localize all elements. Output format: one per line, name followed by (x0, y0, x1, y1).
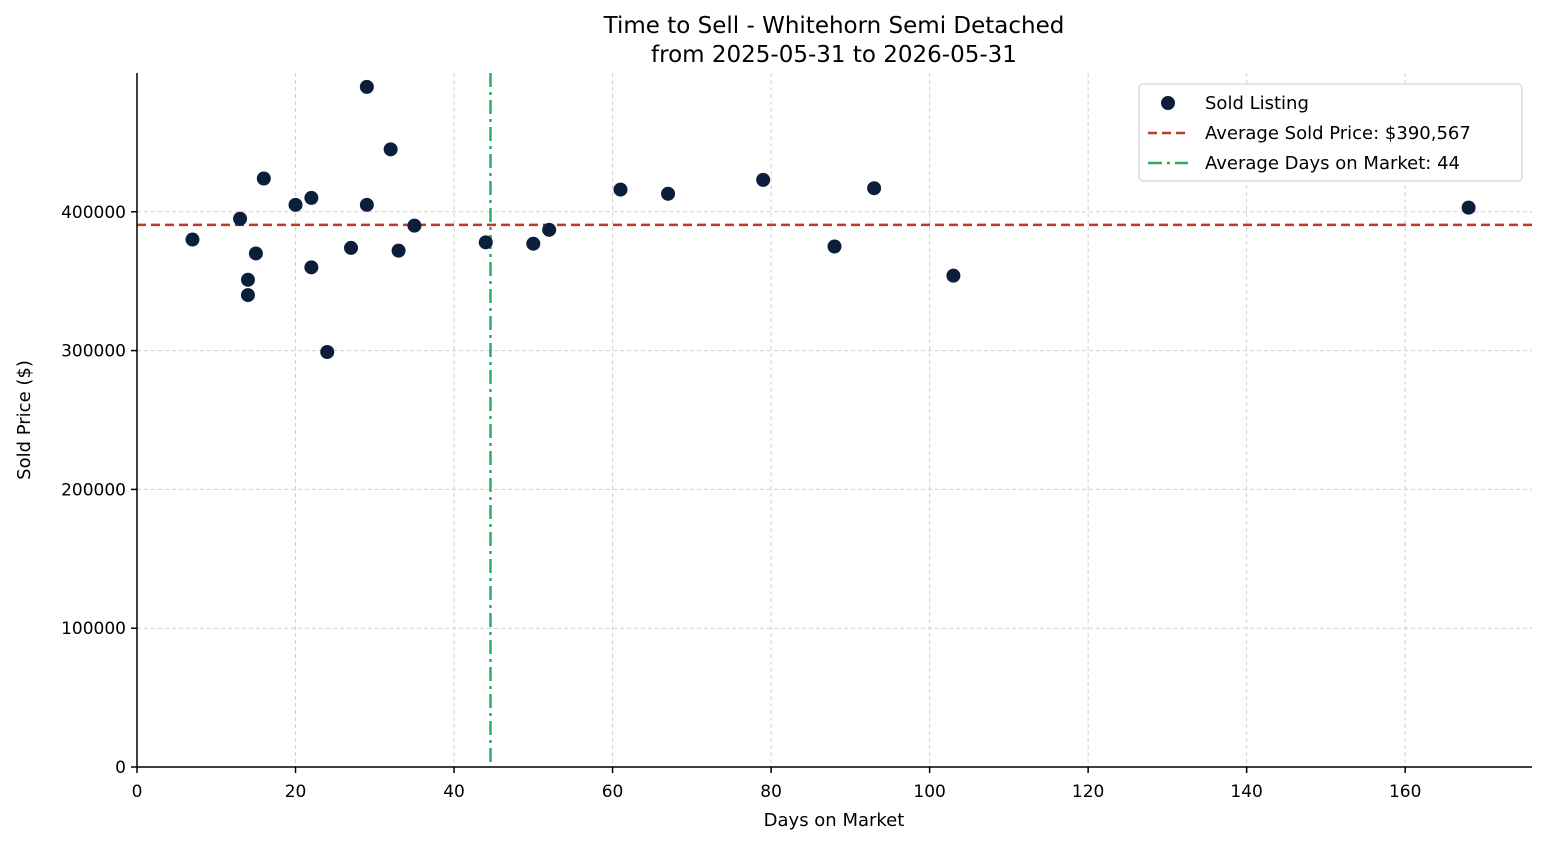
data-point (946, 268, 961, 283)
legend-box (1138, 83, 1523, 182)
data-point (320, 344, 335, 359)
x-tick-label: 160 (1389, 782, 1421, 802)
data-point (526, 236, 541, 251)
x-tick-label: 0 (132, 782, 143, 802)
y-tick-label: 100000 (61, 619, 126, 639)
y-axis-label: Sold Price ($) (14, 360, 35, 480)
x-tick-label: 120 (1072, 782, 1104, 802)
data-point (344, 240, 359, 255)
data-point (391, 243, 406, 258)
x-axis-label: Days on Market (764, 810, 905, 831)
data-point (407, 218, 422, 233)
data-point (240, 272, 255, 287)
data-point (304, 190, 319, 205)
x-tick-label: 40 (443, 782, 465, 802)
data-point (288, 197, 303, 212)
data-point (304, 260, 319, 275)
data-point (827, 239, 842, 254)
data-point (756, 172, 771, 187)
data-point (867, 181, 882, 196)
reference-lines (137, 73, 1532, 767)
legend: Sold Listing Average Sold Price: $390,56… (1138, 83, 1523, 182)
chart-title: Time to Sell - Whitehorn Semi Detached (603, 13, 1065, 39)
data-point (1461, 200, 1476, 215)
x-tick-label: 140 (1230, 782, 1262, 802)
y-tick-label: 400000 (61, 203, 126, 223)
data-points (185, 79, 1476, 359)
x-tick-label: 100 (913, 782, 945, 802)
chart-subtitle: from 2025-05-31 to 2026-05-31 (651, 42, 1017, 68)
data-point (613, 182, 628, 197)
legend-marker-sold-listing (1161, 96, 1175, 110)
data-point (256, 171, 271, 186)
x-tick-label: 60 (602, 782, 624, 802)
data-point (248, 246, 263, 261)
data-point (185, 232, 200, 247)
data-point (233, 211, 248, 226)
data-point (240, 288, 255, 303)
data-point (359, 79, 374, 94)
grid (137, 73, 1532, 767)
y-tick-label: 300000 (61, 342, 126, 362)
data-point (542, 222, 557, 237)
y-tick-label: 200000 (61, 480, 126, 500)
legend-label-average-price: Average Sold Price: $390,567 (1205, 123, 1471, 144)
legend-label-sold-listing: Sold Listing (1205, 93, 1309, 114)
data-point (383, 142, 398, 157)
data-point (661, 186, 676, 201)
axes: 0 20 40 60 80 100 120 140 160 0 100000 200000 300000… (61, 73, 1532, 802)
x-tick-label: 20 (285, 782, 307, 802)
data-point (359, 197, 374, 212)
x-tick-label: 80 (760, 782, 782, 802)
data-point (478, 235, 493, 250)
y-tick-label: 0 (115, 758, 126, 778)
legend-label-average-days: Average Days on Market: 44 (1205, 153, 1460, 174)
